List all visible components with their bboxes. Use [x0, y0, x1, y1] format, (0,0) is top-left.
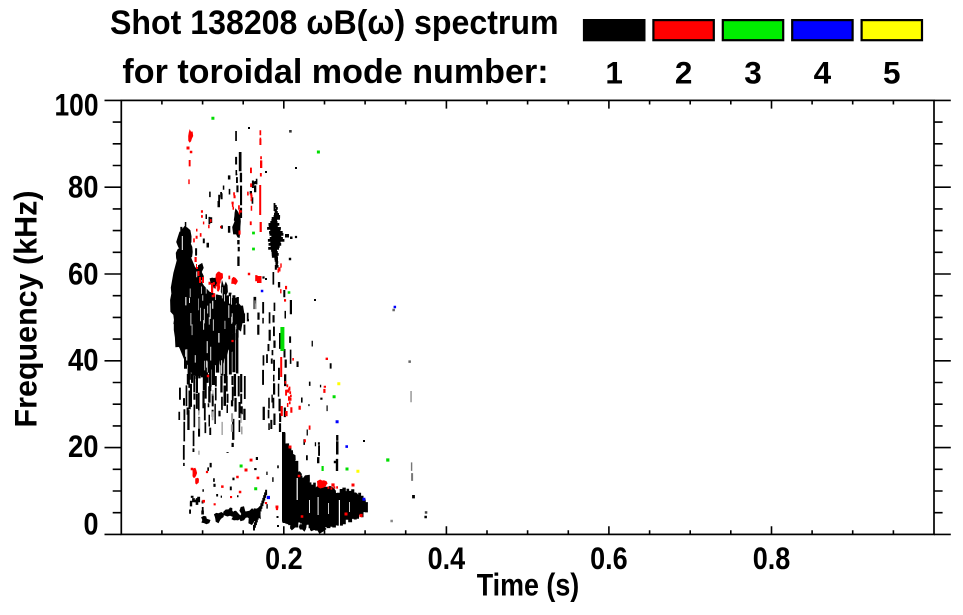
svg-text:0: 0	[84, 506, 99, 542]
svg-text:20: 20	[68, 428, 99, 464]
svg-text:40: 40	[68, 342, 99, 378]
svg-text:Shot 138208 ωB(ω) spectrum: Shot 138208 ωB(ω) spectrum	[110, 4, 559, 42]
svg-text:100: 100	[55, 87, 99, 123]
svg-text:80: 80	[68, 168, 99, 204]
svg-text:Time (s): Time (s)	[477, 567, 580, 603]
svg-text:0.8: 0.8	[753, 540, 791, 576]
svg-text:0.2: 0.2	[265, 540, 303, 576]
svg-text:0.4: 0.4	[428, 540, 466, 576]
svg-text:0.6: 0.6	[590, 540, 628, 576]
svg-text:4: 4	[814, 54, 832, 90]
svg-text:5: 5	[883, 54, 901, 90]
svg-text:Frequency (kHz): Frequency (kHz)	[7, 191, 43, 428]
svg-text:1: 1	[605, 54, 623, 90]
svg-text:2: 2	[675, 54, 693, 90]
svg-text:60: 60	[68, 256, 99, 292]
svg-text:for toroidal mode number:: for toroidal mode number:	[122, 53, 548, 91]
svg-text:3: 3	[744, 54, 762, 90]
